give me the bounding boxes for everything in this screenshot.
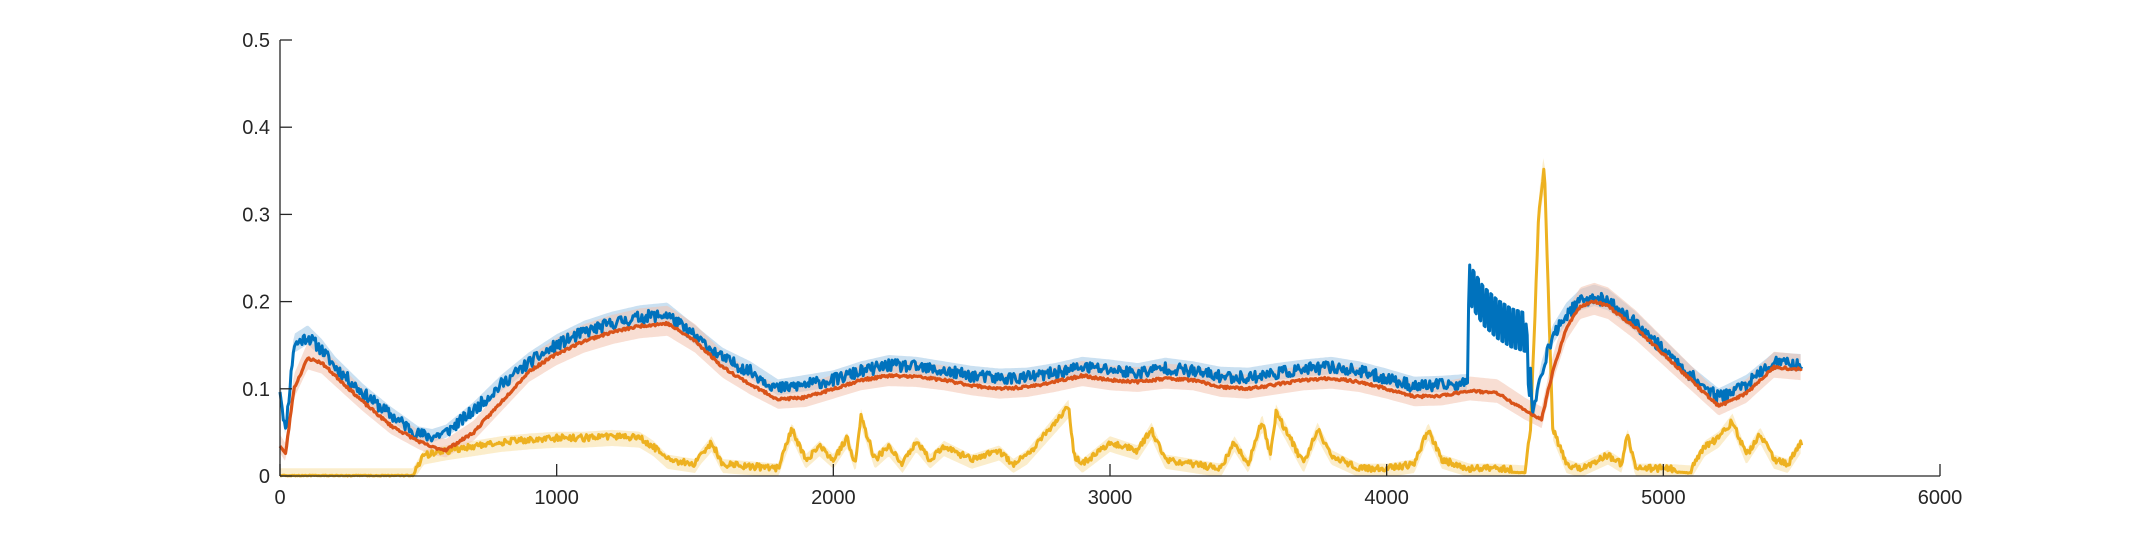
x-axis-ticks: 0 1000 2000 3000 4000 5000 6000 [274, 464, 1962, 509]
series-layer [278, 158, 1804, 478]
x-tick-label: 6000 [1918, 487, 1963, 509]
x-tick-label: 0 [274, 487, 285, 509]
series-1-line [278, 263, 1804, 443]
y-tick-label: 0.2 [242, 292, 270, 314]
x-tick-label: 5000 [1641, 487, 1686, 509]
y-tick-label: 0.3 [242, 204, 270, 226]
x-tick-label: 2000 [811, 487, 856, 509]
x-tick-label: 4000 [1364, 487, 1409, 509]
series-3-line [279, 167, 1804, 478]
series-2-line [278, 299, 1803, 455]
y-tick-label: 0.1 [242, 379, 270, 401]
y-tick-label: 0.4 [242, 117, 270, 139]
x-tick-label: 3000 [1088, 487, 1133, 509]
x-tick-label: 1000 [534, 487, 579, 509]
y-tick-label: 0 [259, 466, 270, 488]
y-axis-ticks: 0 0.1 0.2 0.3 0.4 0.5 [242, 30, 292, 488]
y-tick-label: 0.5 [242, 30, 270, 52]
